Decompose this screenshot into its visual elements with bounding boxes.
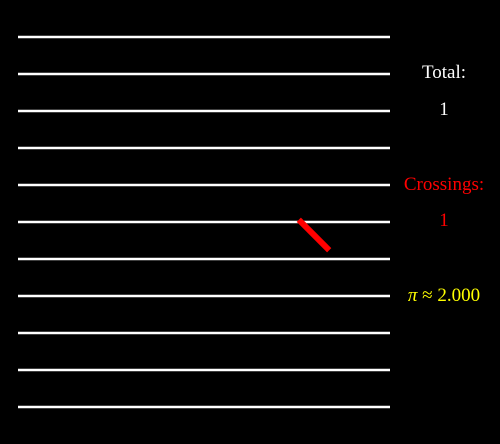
needle xyxy=(296,217,332,253)
pi-value: 2.000 xyxy=(437,285,481,306)
total-value: 1 xyxy=(439,99,449,120)
pi-symbol: π xyxy=(407,285,418,306)
crossings-value: 1 xyxy=(439,210,449,231)
total-label: Total: xyxy=(421,62,467,83)
crossings-label: Crossings: xyxy=(403,174,485,195)
pi-approx-sign: ≈ xyxy=(422,285,433,306)
pi-estimate: π ≈ 2.000 xyxy=(389,285,499,307)
